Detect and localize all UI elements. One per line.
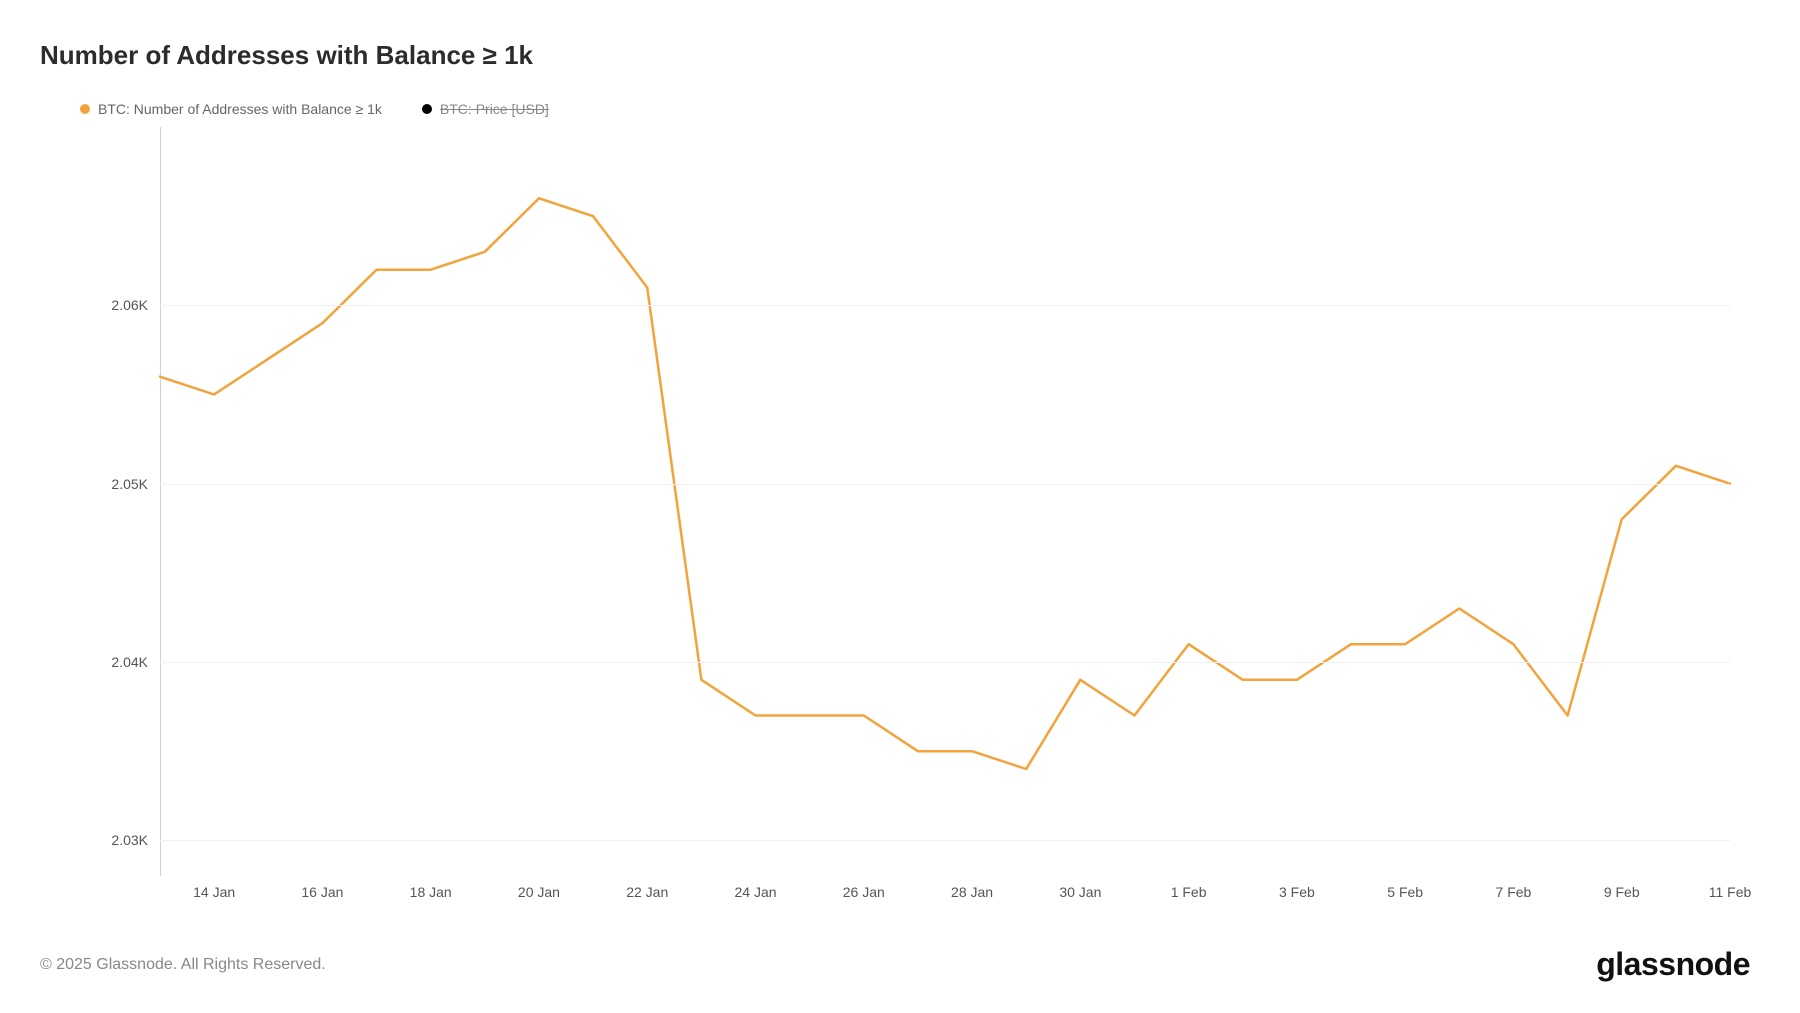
grid-line — [160, 305, 1730, 306]
x-tick-label: 30 Jan — [1059, 884, 1101, 900]
legend-dot-icon — [422, 104, 432, 114]
plot-area[interactable] — [160, 127, 1730, 876]
y-axis: 2.03K 2.04K 2.05K 2.06K — [80, 127, 160, 876]
legend-label: BTC: Price [USD] — [440, 101, 549, 117]
copyright-text: © 2025 Glassnode. All Rights Reserved. — [40, 956, 326, 974]
chart-plot-wrap: 2.03K 2.04K 2.05K 2.06K 14 Jan 16 Jan 18 Jan 2… — [80, 127, 1750, 916]
x-tick-label: 28 Jan — [951, 884, 993, 900]
legend-item-price[interactable]: BTC: Price [USD] — [422, 101, 549, 117]
chart-footer: © 2025 Glassnode. All Rights Reserved. g… — [40, 926, 1750, 983]
legend-item-addresses[interactable]: BTC: Number of Addresses with Balance ≥ … — [80, 101, 382, 117]
y-tick-label: 2.03K — [111, 832, 148, 848]
grid-line — [160, 840, 1730, 841]
legend-label: BTC: Number of Addresses with Balance ≥ … — [98, 101, 382, 117]
x-tick-label: 5 Feb — [1387, 884, 1423, 900]
x-tick-label: 1 Feb — [1171, 884, 1207, 900]
grid-line — [160, 484, 1730, 485]
x-tick-label: 18 Jan — [410, 884, 452, 900]
chart-legend: BTC: Number of Addresses with Balance ≥ … — [80, 101, 1750, 117]
line-series — [160, 127, 1730, 876]
x-tick-label: 3 Feb — [1279, 884, 1315, 900]
y-tick-label: 2.04K — [111, 654, 148, 670]
x-tick-label: 9 Feb — [1604, 884, 1640, 900]
x-tick-label: 26 Jan — [843, 884, 885, 900]
x-tick-label: 20 Jan — [518, 884, 560, 900]
x-tick-label: 22 Jan — [626, 884, 668, 900]
chart-container: Number of Addresses with Balance ≥ 1k BT… — [0, 0, 1800, 1013]
grid-line — [160, 662, 1730, 663]
legend-dot-icon — [80, 104, 90, 114]
y-tick-label: 2.06K — [111, 297, 148, 313]
x-axis: 14 Jan 16 Jan 18 Jan 20 Jan 22 Jan 24 Jan 26 J… — [160, 876, 1730, 916]
x-tick-label: 24 Jan — [734, 884, 776, 900]
x-tick-label: 7 Feb — [1496, 884, 1532, 900]
x-tick-label: 16 Jan — [301, 884, 343, 900]
y-tick-label: 2.05K — [111, 476, 148, 492]
x-tick-label: 14 Jan — [193, 884, 235, 900]
chart-title: Number of Addresses with Balance ≥ 1k — [40, 40, 1750, 71]
brand-logo: glassnode — [1596, 946, 1750, 983]
x-tick-label: 11 Feb — [1709, 884, 1752, 900]
